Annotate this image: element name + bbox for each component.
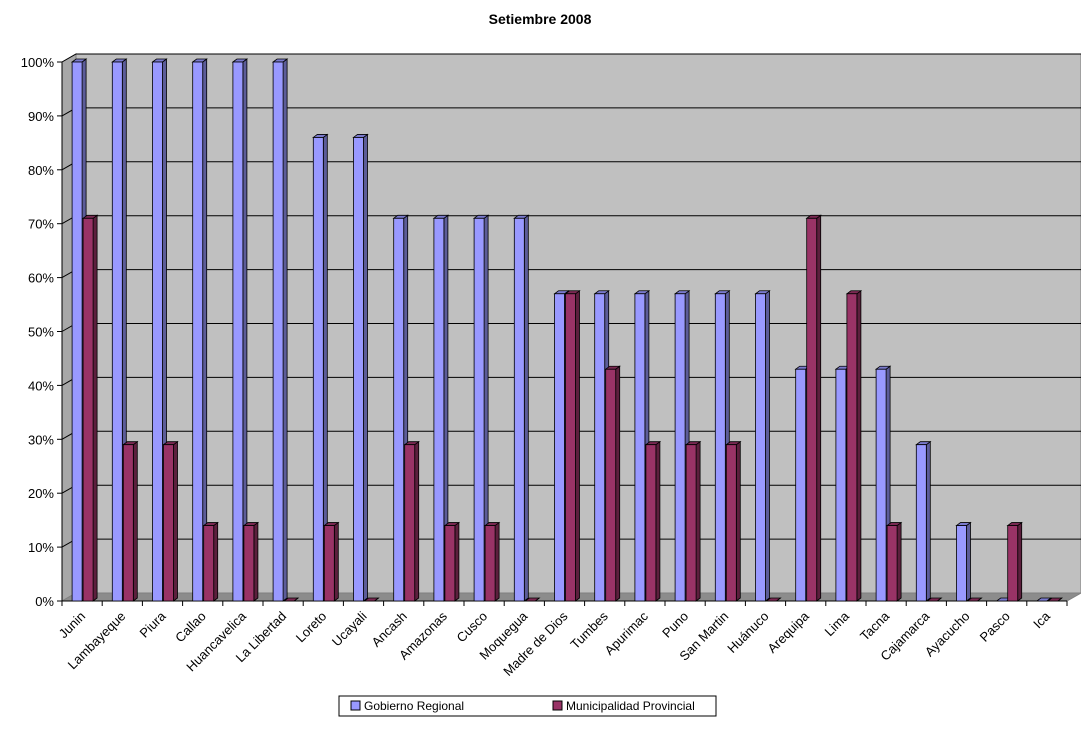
bar-municipalidad-provincial bbox=[1046, 597, 1064, 602]
bar-gobierno-regional bbox=[513, 214, 530, 602]
y-tick-label: 40% bbox=[28, 378, 54, 393]
bar-municipalidad-provincial bbox=[483, 521, 501, 602]
y-tick-label: 100% bbox=[21, 55, 55, 70]
bar-municipalidad-provincial bbox=[845, 289, 863, 602]
category-label: Tacna bbox=[857, 608, 893, 644]
bar-municipalidad-provincial bbox=[202, 521, 219, 602]
category-label: Huánuco bbox=[724, 609, 771, 656]
legend-swatch bbox=[552, 700, 563, 711]
bar-municipalidad-provincial bbox=[1006, 521, 1023, 602]
category-label: Piura bbox=[137, 608, 170, 641]
bar-gobierno-regional bbox=[432, 214, 450, 602]
y-tick-label: 90% bbox=[28, 109, 54, 124]
bar-municipalidad-provincial bbox=[282, 597, 300, 602]
bar-municipalidad-provincial bbox=[242, 521, 260, 602]
category-label: Junin bbox=[56, 609, 89, 642]
gridline bbox=[61, 53, 1081, 63]
bar-gobierno-regional bbox=[955, 521, 972, 602]
chart-title: Setiembre 2008 bbox=[489, 11, 592, 27]
y-tick-label: 60% bbox=[28, 271, 54, 286]
bar-municipalidad-provincial bbox=[323, 521, 340, 602]
bars bbox=[70, 58, 1064, 602]
y-tick-label: 30% bbox=[28, 432, 54, 447]
category-label: Callao bbox=[172, 609, 209, 646]
bar-municipalidad-provincial bbox=[443, 521, 461, 602]
bar-gobierno-regional bbox=[352, 133, 369, 602]
category-label: Loreto bbox=[293, 609, 330, 646]
bar-gobierno-regional bbox=[472, 214, 490, 602]
bar-gobierno-regional bbox=[754, 289, 771, 602]
category-label: Pasco bbox=[977, 609, 1013, 645]
bar-municipalidad-provincial bbox=[122, 440, 139, 602]
bar-municipalidad-provincial bbox=[644, 440, 662, 602]
bar-municipalidad-provincial bbox=[81, 214, 99, 602]
bar-municipalidad-provincial bbox=[403, 440, 420, 602]
y-tick-label: 10% bbox=[28, 540, 54, 555]
category-label: Ica bbox=[1030, 608, 1053, 631]
bar-gobierno-regional bbox=[191, 58, 208, 602]
bar-gobierno-regional bbox=[271, 58, 289, 602]
y-tick-label: 20% bbox=[28, 486, 54, 501]
bar-municipalidad-provincial bbox=[805, 214, 822, 602]
bar-municipalidad-provincial bbox=[162, 440, 179, 602]
bar-gobierno-regional bbox=[231, 58, 249, 602]
category-label: Puno bbox=[659, 609, 691, 641]
bar-municipalidad-provincial bbox=[564, 289, 581, 602]
legend-label: Gobierno Regional bbox=[364, 699, 464, 713]
bar-municipalidad-provincial bbox=[604, 365, 621, 602]
bar-municipalidad-provincial bbox=[684, 440, 702, 602]
plot-area: 0%10%20%30%40%50%60%70%80%90%100%JuninLa… bbox=[21, 53, 1081, 679]
bar-gobierno-regional bbox=[1035, 597, 1053, 602]
y-tick-label: 0% bbox=[35, 594, 54, 609]
bar-municipalidad-provincial bbox=[966, 597, 983, 602]
category-label: Ucayali bbox=[329, 608, 370, 649]
bar-municipalidad-provincial bbox=[363, 597, 380, 602]
bar-gobierno-regional bbox=[915, 440, 932, 602]
bar-municipalidad-provincial bbox=[926, 597, 943, 602]
legend-box bbox=[338, 695, 717, 717]
category-label: Cusco bbox=[454, 609, 491, 646]
category-label: Arequipa bbox=[764, 608, 812, 656]
legend-label: Municipalidad Provincial bbox=[566, 699, 695, 713]
bar-municipalidad-provincial bbox=[765, 597, 782, 602]
legend: Gobierno Regional Municipalidad Provincia… bbox=[338, 695, 717, 717]
bar-municipalidad-provincial bbox=[725, 440, 742, 602]
y-tick-label: 80% bbox=[28, 163, 54, 178]
y-tick-label: 70% bbox=[28, 217, 54, 232]
category-label: Apurimac bbox=[602, 608, 652, 658]
legend-swatch bbox=[350, 700, 361, 711]
y-tick-label: 50% bbox=[28, 325, 54, 340]
bar-municipalidad-provincial bbox=[524, 597, 541, 602]
category-label: Lima bbox=[821, 608, 852, 639]
bar-municipalidad-provincial bbox=[885, 521, 903, 602]
bar-gobierno-regional bbox=[312, 133, 329, 602]
